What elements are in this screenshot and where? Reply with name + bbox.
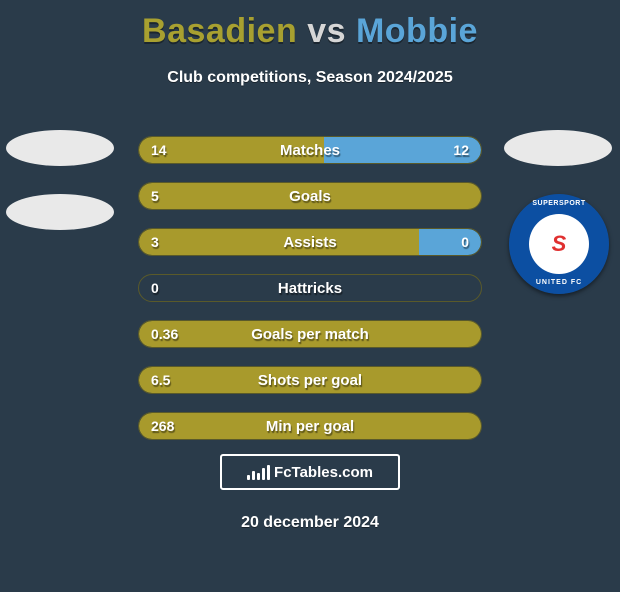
stat-left-value: 6.5 [151, 367, 170, 393]
stat-left-value: 5 [151, 183, 159, 209]
stat-row-matches: 1412Matches [138, 136, 482, 164]
player1-avatar-placeholder [6, 130, 114, 166]
player1-club-placeholder [6, 194, 114, 230]
stat-left-value: 0.36 [151, 321, 178, 347]
subtitle: Club competitions, Season 2024/2025 [0, 69, 620, 87]
stat-label: Hattricks [139, 275, 481, 301]
bar-fill-left [139, 367, 481, 393]
bar-fill-left [139, 229, 419, 255]
bar-chart-icon [247, 464, 270, 480]
footer-date: 20 december 2024 [0, 514, 620, 532]
bar-fill-left [139, 321, 481, 347]
player2-avatar-placeholder [504, 130, 612, 166]
player1-name: Basadien [142, 12, 297, 50]
stat-row-shots-per-goal: 6.5Shots per goal [138, 366, 482, 394]
footer-brand-text: FcTables.com [274, 464, 373, 481]
club-badge-inner: S [529, 214, 589, 274]
stat-left-value: 268 [151, 413, 174, 439]
vs-text: vs [307, 12, 346, 50]
club-badge-bottom-text: UNITED FC [509, 279, 609, 286]
stat-left-value: 14 [151, 137, 167, 163]
left-avatar-column [6, 130, 116, 258]
right-avatar-column: SUPERSPORT S UNITED FC [504, 130, 614, 294]
stat-row-goals: 5Goals [138, 182, 482, 210]
stat-row-goals-per-match: 0.36Goals per match [138, 320, 482, 348]
player2-club-badge: SUPERSPORT S UNITED FC [509, 194, 609, 294]
bar-fill-right [419, 229, 481, 255]
page-title: Basadien vs Mobbie [0, 12, 620, 51]
stat-right-value: 12 [453, 137, 469, 163]
stat-left-value: 0 [151, 275, 159, 301]
footer-brand: FcTables.com [220, 454, 400, 490]
club-badge-center-glyph: S [552, 233, 567, 255]
bar-fill-left [139, 413, 481, 439]
stat-row-hattricks: 0Hattricks [138, 274, 482, 302]
player2-name: Mobbie [356, 12, 478, 50]
stat-left-value: 3 [151, 229, 159, 255]
stat-row-min-per-goal: 268Min per goal [138, 412, 482, 440]
stat-right-value: 0 [461, 229, 469, 255]
club-badge-top-text: SUPERSPORT [509, 200, 609, 207]
bar-fill-left [139, 183, 481, 209]
comparison-bars: 1412Matches5Goals30Assists0Hattricks0.36… [138, 136, 482, 458]
stat-row-assists: 30Assists [138, 228, 482, 256]
